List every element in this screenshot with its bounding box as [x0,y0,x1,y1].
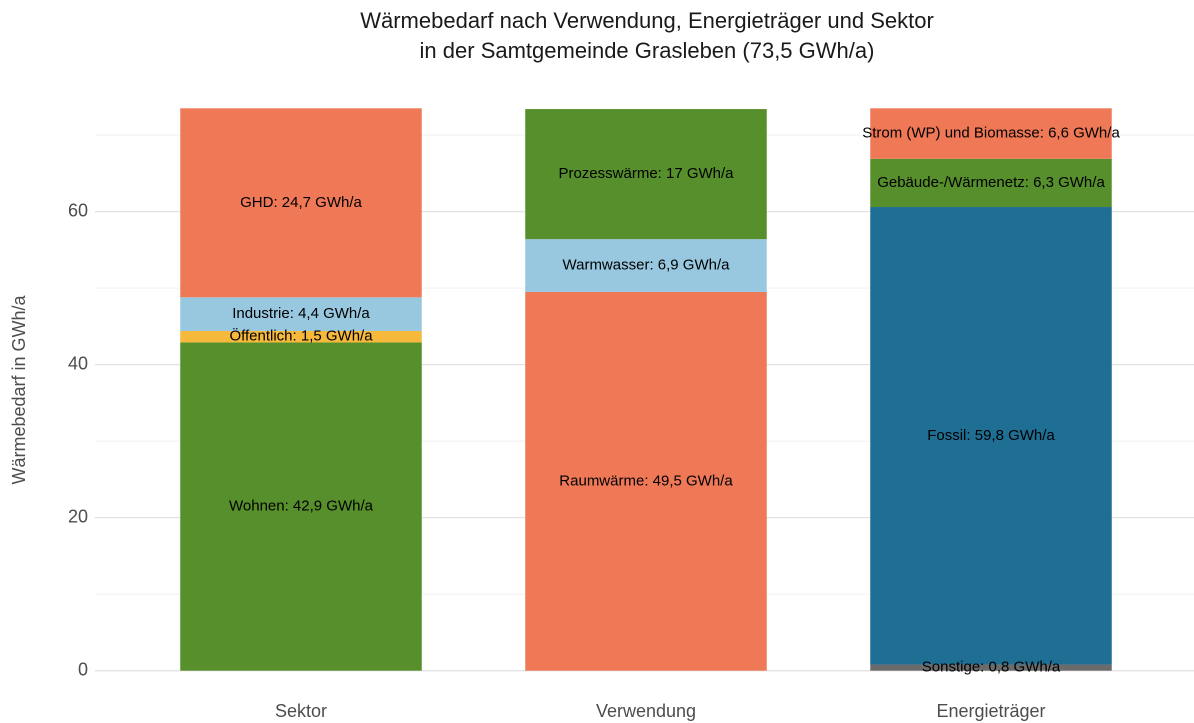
y-tick-label: 0 [78,659,88,679]
bar-segment [525,109,767,240]
data-label: Strom (WP) und Biomasse: 6,6 GWh/a [862,125,1120,142]
chart-title: Wärmebedarf nach Verwendung, Energieträg… [360,8,934,33]
bar-segment [180,342,422,671]
data-label: Sonstige: 0,8 GWh/a [922,659,1061,676]
data-label: Raumwärme: 49,5 GWh/a [559,472,733,489]
y-tick-label: 20 [68,506,88,526]
bar-segment [180,108,422,298]
y-tick-label: 60 [68,200,88,220]
bar-segment [870,664,1112,671]
bar-segment [525,239,767,292]
bar-segment [870,158,1112,208]
data-label: Prozesswärme: 17 GWh/a [558,165,734,182]
bar-segment [525,291,767,671]
y-tick-label: 40 [68,353,88,373]
data-label: Gebäude-/Wärmenetz: 6,3 GWh/a [877,174,1105,191]
y-axis-label: Wärmebedarf in GWh/a [9,294,29,484]
bar-segment [180,330,422,343]
x-tick-label: Sektor [275,701,327,721]
chart-title: in der Samtgemeinde Grasleben (73,5 GWh/… [420,38,875,63]
x-tick-label: Verwendung [596,701,696,721]
data-label: Öffentlich: 1,5 GWh/a [229,327,373,345]
data-label: Warmwasser: 6,9 GWh/a [563,257,731,274]
bar-segment [870,207,1112,665]
data-label: Industrie: 4,4 GWh/a [232,305,370,322]
data-label: Wohnen: 42,9 GWh/a [229,498,374,515]
bar-segment [870,108,1112,159]
data-label: GHD: 24,7 GWh/a [240,194,362,211]
data-label: Fossil: 59,8 GWh/a [927,427,1055,444]
bar-segment [180,297,422,331]
x-tick-label: Energieträger [936,701,1045,721]
